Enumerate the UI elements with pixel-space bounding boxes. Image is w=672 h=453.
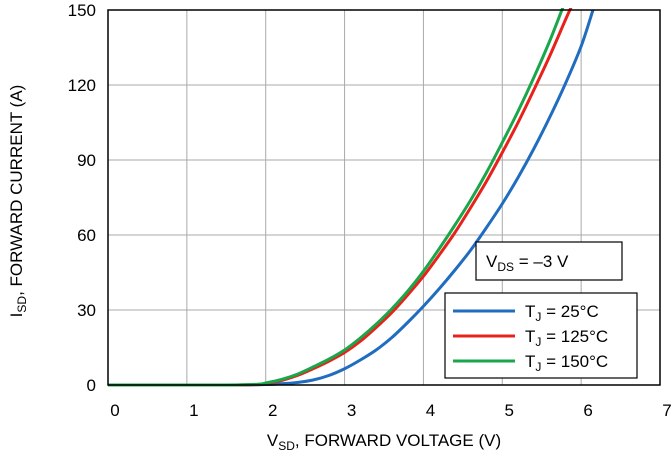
y-tick-label: 30 <box>77 301 96 320</box>
y-tick-label: 120 <box>68 76 96 95</box>
grid-lines <box>108 10 660 385</box>
series-lines <box>108 8 595 387</box>
svg-text:VDS = –3 V: VDS = –3 V <box>486 252 569 274</box>
vds-annotation: VDS = –3 V <box>475 241 623 281</box>
plot-frame <box>107 9 661 386</box>
x-axis-label: VSD, FORWARD VOLTAGE (V) <box>267 431 501 453</box>
y-tick-label: 60 <box>77 226 96 245</box>
x-tick-label: 6 <box>583 401 592 420</box>
x-tick-label: 5 <box>505 401 514 420</box>
x-tick-label: 7 <box>662 401 671 420</box>
x-tick-label: 0 <box>110 401 119 420</box>
legend-label-3: TJ = 150°C <box>525 352 608 374</box>
x-tick-label: 3 <box>347 401 356 420</box>
legend: TJ = 25°C TJ = 125°C TJ = 150°C <box>444 292 638 379</box>
tick-labels: 0 1 2 3 4 5 6 7 0 30 60 90 120 150 <box>68 1 672 420</box>
y-tick-label: 0 <box>87 376 96 395</box>
legend-label-2: TJ = 125°C <box>525 327 608 349</box>
series-line-1 <box>108 9 595 387</box>
legend-label-1: TJ = 25°C <box>525 302 599 324</box>
y-tick-label: 150 <box>68 1 96 20</box>
x-tick-label: 1 <box>189 401 198 420</box>
x-tick-label: 4 <box>426 401 435 420</box>
x-tick-label: 2 <box>268 401 277 420</box>
series-line-3 <box>108 8 565 387</box>
y-tick-label: 90 <box>77 151 96 170</box>
y-axis-label: ISD, FORWARD CURRENT (A) <box>7 85 29 318</box>
